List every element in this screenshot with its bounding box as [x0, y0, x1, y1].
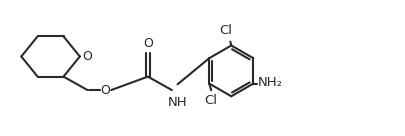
Text: O: O	[143, 37, 152, 50]
Text: O: O	[82, 50, 92, 63]
Text: NH₂: NH₂	[258, 76, 282, 89]
Text: NH: NH	[167, 96, 187, 109]
Text: Cl: Cl	[218, 24, 232, 37]
Text: O: O	[100, 84, 110, 97]
Text: Cl: Cl	[204, 94, 217, 107]
